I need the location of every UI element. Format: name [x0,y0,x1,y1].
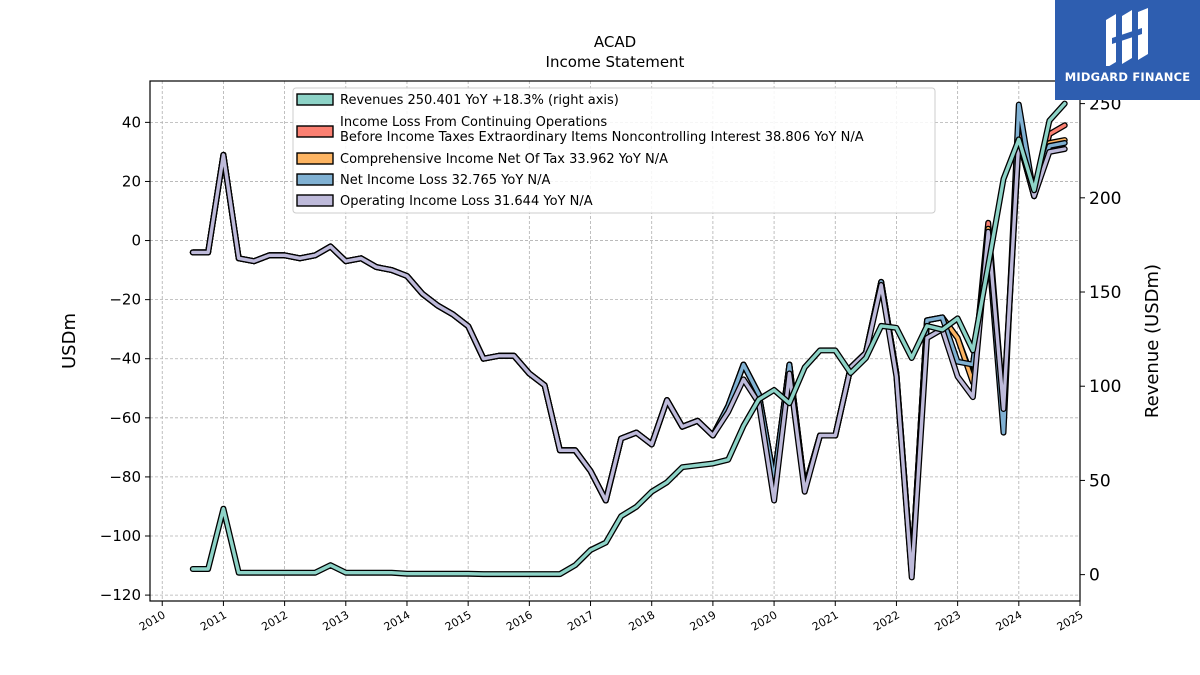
x-tick-label: 2013 [321,608,352,633]
legend-swatch [296,93,334,106]
x-tick-label: 2017 [565,608,596,633]
x-tick-label: 2019 [688,608,719,633]
y-axis-right-label: Revenue (USDm) [1142,264,1163,418]
plot-frame [149,80,1081,602]
x-tick-label: 2012 [259,608,290,633]
y-tick-label: −100 [100,527,141,545]
x-tick-label: 2010 [137,608,168,633]
legend-label: Net Income Loss 32.765 YoY N/A [340,173,551,188]
y-right-tick-label: 100 [1089,377,1121,397]
legend-label-line2: Before Income Taxes Extraordinary Items … [340,130,864,145]
legend-swatch [296,173,334,186]
legend-label: Income Loss From Continuing Operations [340,115,607,130]
brand-name: MIDGARD FINANCE [1064,70,1191,84]
x-tick-label: 2011 [198,608,229,633]
x-tick-label: 2015 [443,608,474,633]
x-tick-label: 2025 [1055,608,1086,633]
legend-label: Comprehensive Income Net Of Tax 33.962 Y… [340,152,668,167]
legend: Revenues 250.401 YoY +18.3% (right axis)… [292,87,936,214]
chart-subtitle: Income Statement [546,53,685,71]
x-tick-label: 2014 [382,608,413,633]
series-line-revenues [191,101,1067,576]
y-tick-label: −80 [109,468,141,486]
x-tick-label: 2021 [810,608,841,633]
x-tick-label: 2020 [749,608,780,633]
y-right-tick-label: 50 [1089,471,1111,491]
y-tick-label: −60 [109,409,141,427]
y-tick-label: 40 [122,113,141,131]
legend-box [292,87,936,214]
x-tick-label: 2024 [994,608,1025,633]
y-axis-label: USDm [59,313,80,369]
midgard-logo-icon [1106,8,1148,66]
chart-title: ACAD [594,33,636,51]
x-tick-label: 2018 [626,608,657,633]
legend-swatch [296,152,334,165]
y-right-tick-label: 150 [1089,283,1121,303]
x-tick-label: 2023 [932,608,963,633]
brand-logo: MIDGARD FINANCE [1055,0,1200,100]
legend-label: Operating Income Loss 31.644 YoY N/A [340,194,593,209]
y-tick-label: −120 [100,586,141,604]
y-tick-label: −40 [109,350,141,368]
x-tick-label: 2022 [871,608,902,633]
y-right-tick-label: 0 [1089,566,1100,586]
legend-swatch [296,194,334,207]
series-line-operating-income-loss [191,138,1067,580]
y-tick-label: −20 [109,291,141,309]
y-tick-label: 20 [122,172,141,190]
legend-label: Revenues 250.401 YoY +18.3% (right axis) [340,93,619,108]
y-tick-label: 0 [131,232,141,250]
y-right-tick-label: 200 [1089,189,1121,209]
legend-swatch [296,125,334,138]
series-layer [189,100,1068,581]
x-tick-label: 2016 [504,608,535,633]
